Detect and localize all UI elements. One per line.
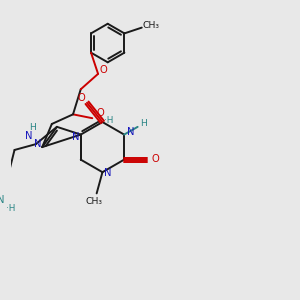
Text: CH₃: CH₃	[143, 21, 160, 30]
Text: O: O	[151, 154, 159, 164]
Text: ·H: ·H	[104, 116, 113, 124]
Text: O: O	[77, 93, 85, 103]
Text: H: H	[140, 119, 147, 128]
Text: O: O	[100, 65, 108, 75]
Text: H: H	[29, 123, 36, 132]
Text: N: N	[104, 168, 112, 178]
Text: N: N	[25, 131, 33, 142]
Text: N: N	[34, 139, 41, 149]
Text: O: O	[96, 108, 104, 118]
Text: N: N	[127, 127, 135, 137]
Text: ·H: ·H	[6, 204, 15, 213]
Text: N: N	[72, 133, 80, 142]
Text: N: N	[0, 195, 5, 205]
Text: CH₃: CH₃	[85, 196, 102, 206]
